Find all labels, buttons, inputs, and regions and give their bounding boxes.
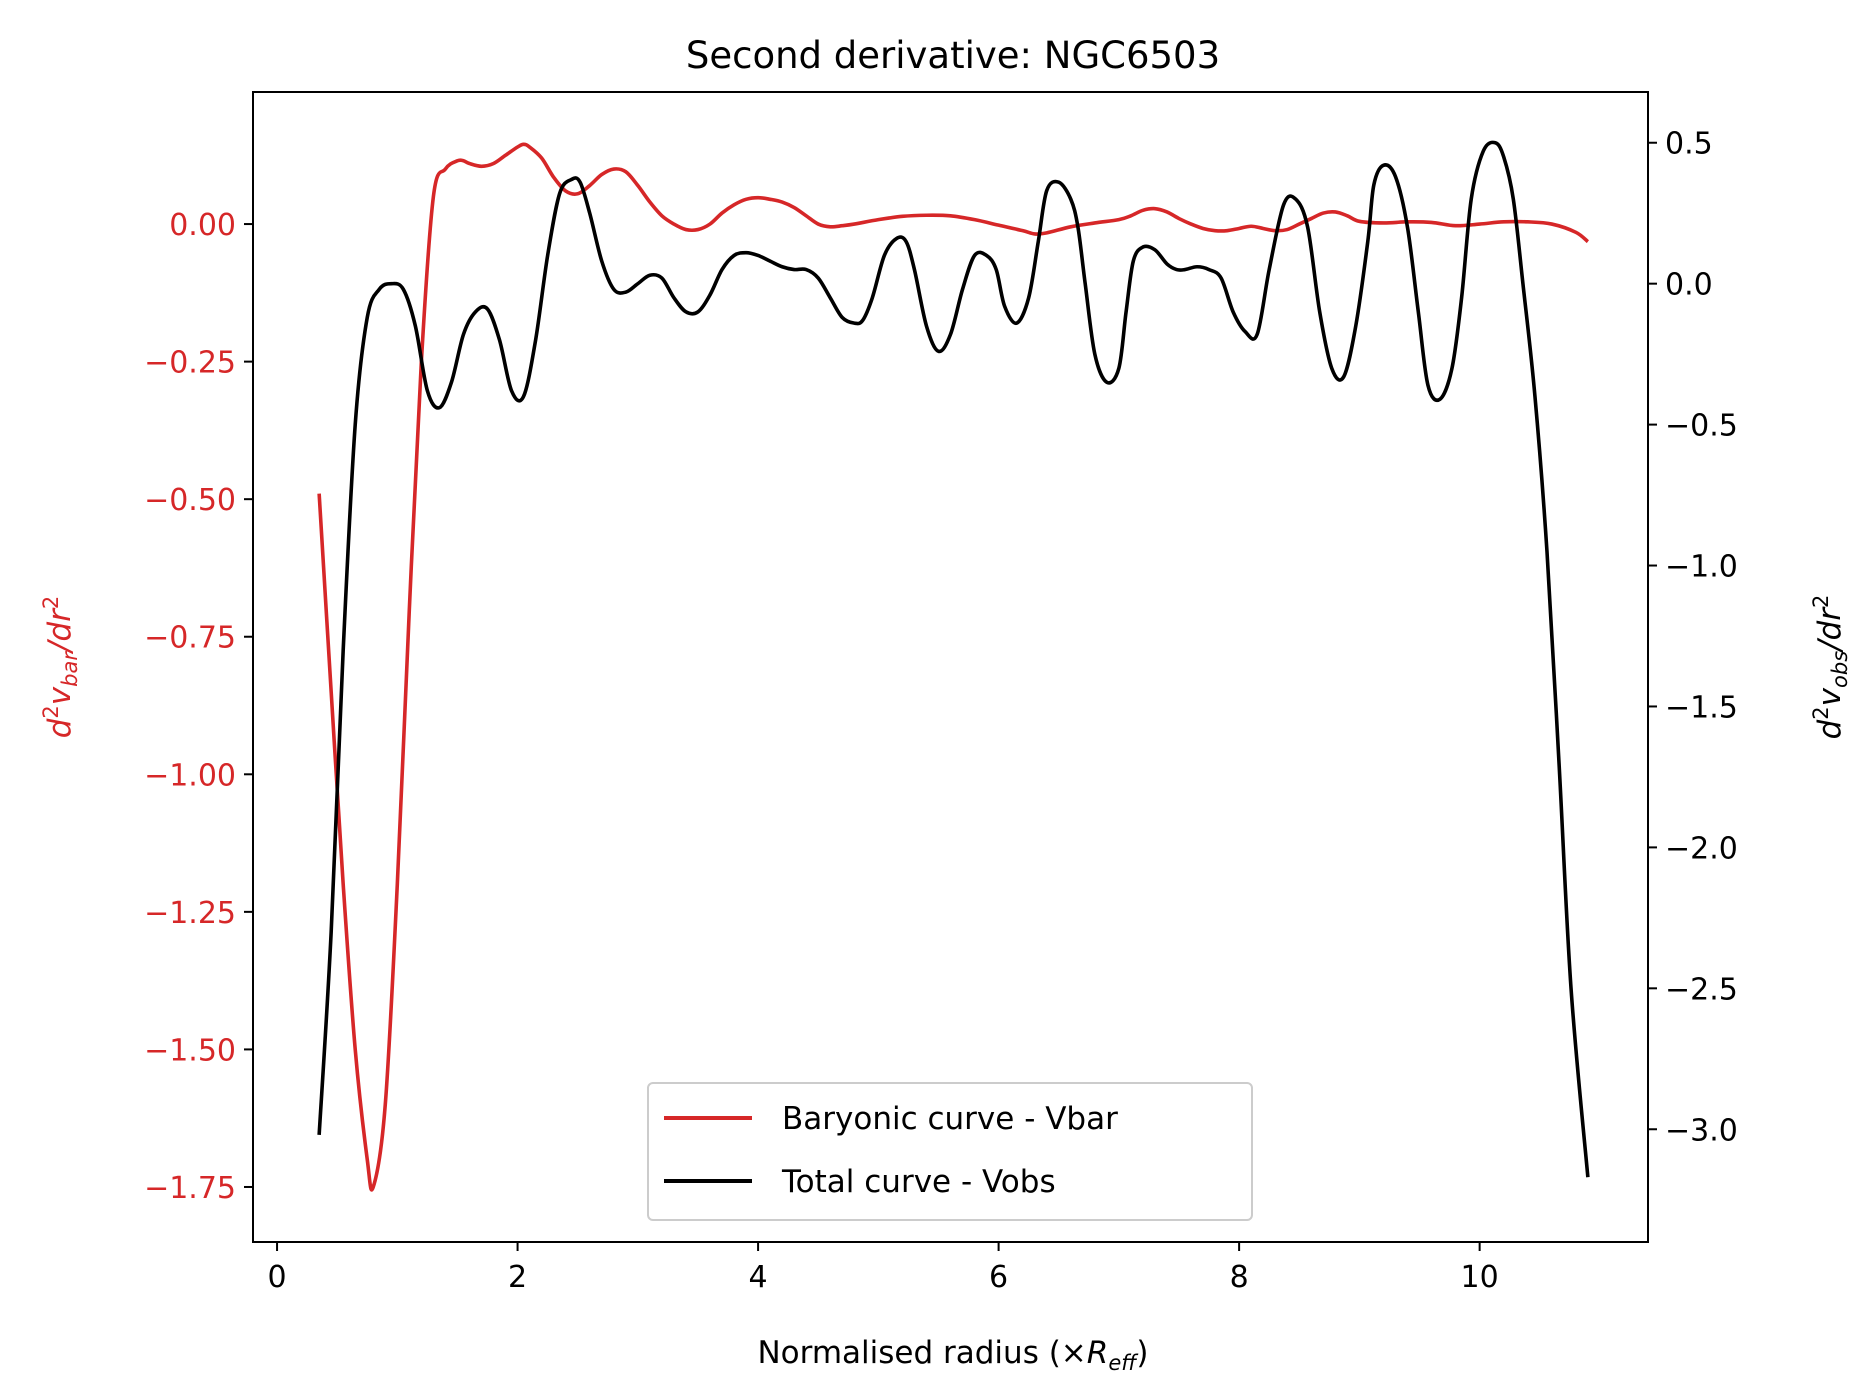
y-axis-left-ticks: 0.00 −0.25 −0.50 −0.75 −1.00 −1.25 −1.50 −1.75 [144,208,253,1206]
y-left-tick-label: −1.75 [144,1171,236,1206]
y-left-title-v: v [42,686,78,705]
x-tick-label: 8 [1230,1260,1249,1295]
plot-area [252,91,1649,1243]
plot-frame [252,91,1649,1243]
y-left-tick-label: −1.00 [144,758,236,793]
x-tick-label: 6 [989,1260,1008,1295]
y-axis-right-ticks: 0.5 0.0 −0.5 −1.0 −1.5 −2.0 −2.5 −3.0 [1648,127,1738,1148]
y-right-title-d: d [1812,719,1848,739]
series-line-total [317,140,1590,1178]
y-right-tick-label: −0.5 [1665,409,1738,444]
y-left-title-sup1: 2 [39,705,63,718]
chart-title: Second derivative: NGC6503 [686,34,1220,77]
y-left-title-d: d [42,718,78,738]
y-right-title-sub: obs [1828,651,1852,688]
y-right-title-sup2: 2 [1809,595,1833,608]
y-right-title-sup1: 2 [1809,706,1833,719]
y-left-tick-label: −0.25 [144,346,236,381]
legend: Baryonic curve - Vbar Total curve - Vobs [647,1082,1253,1221]
legend-label-total: Total curve - Vobs [781,1164,1056,1200]
x-axis-title-symbol: R [1087,1335,1109,1371]
y-right-title-v: v [1812,687,1848,706]
y-left-tick-label: −1.50 [144,1033,236,1068]
x-axis-ticks: 0 2 4 6 8 10 [268,1242,1499,1295]
x-tick-label: 0 [268,1260,287,1295]
y-right-tick-label: 0.5 [1665,127,1713,162]
y-left-title-sub: bar [58,651,82,687]
y-right-tick-label: −1.5 [1665,690,1738,725]
x-axis-title-suffix: ) [1136,1335,1148,1371]
series-line-baryonic [317,142,1590,1192]
series-layer [317,140,1590,1192]
x-axis-title-subscript: eff [1108,1351,1139,1375]
y-right-tick-label: −1.0 [1665,550,1738,585]
y-right-tick-label: −2.0 [1665,831,1738,866]
y-right-tick-label: 0.0 [1665,268,1713,303]
legend-box [647,1082,1253,1221]
x-axis-title-prefix: Normalised radius (× [757,1335,1086,1371]
y-left-tick-label: −1.25 [144,896,236,931]
y-right-title-dr: /dr [1812,606,1848,654]
y-left-tick-label: −0.75 [144,621,236,656]
x-axis-title: Normalised radius (×Reff) [757,1335,1148,1375]
y-left-title-dr: /dr [42,607,78,655]
y-left-tick-label: −0.50 [144,483,236,518]
y-right-tick-label: −2.5 [1665,972,1738,1007]
y-axis-right-title: d2vobs/dr2 [1809,595,1852,740]
legend-label-baryonic: Baryonic curve - Vbar [782,1101,1118,1137]
y-axis-left-title: d2vbar/dr2 [39,596,82,739]
x-tick-label: 10 [1461,1260,1499,1295]
y-left-tick-label: 0.00 [169,208,236,243]
x-tick-label: 4 [749,1260,768,1295]
x-tick-label: 2 [508,1260,527,1295]
y-left-title-sup2: 2 [39,596,63,609]
y-right-tick-label: −3.0 [1665,1113,1738,1148]
